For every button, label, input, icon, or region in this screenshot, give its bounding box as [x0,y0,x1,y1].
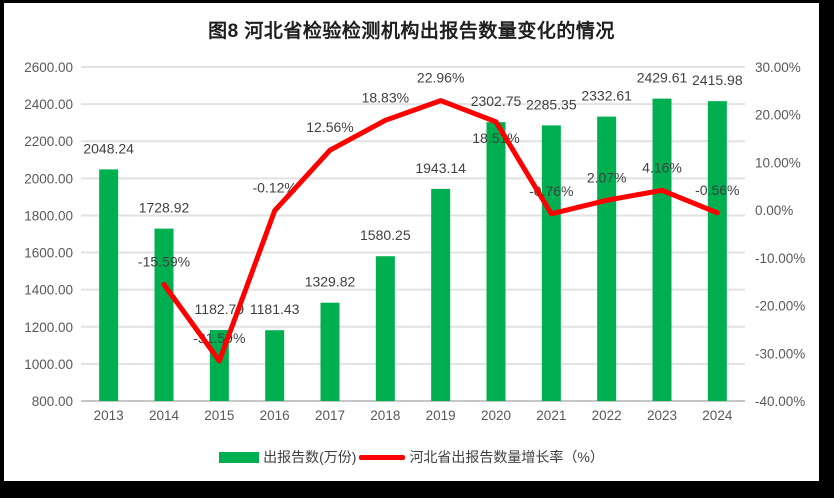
y-left-tick-label: 1400.00 [24,283,73,298]
bar-2019 [431,188,451,401]
bar-2018 [375,256,395,401]
growth-point-label: -0.56% [695,182,739,198]
bar-2013 [99,169,119,401]
y-left-tick-label: 1600.00 [24,246,73,261]
y-left-tick-label: 800.00 [32,394,73,409]
y-left-tick-label: 2000.00 [24,171,73,186]
y-right-tick-label: -20.00% [755,299,805,314]
bar-value-label: 1943.14 [415,160,466,176]
bar-legend-swatch [219,451,260,463]
bar-value-label: 1580.25 [360,227,411,243]
growth-point-label: 18.83% [362,89,409,105]
bar-2021 [541,125,561,401]
y-right-tick-label: -40.00% [755,394,805,409]
bar-legend-label: 出报告数(万份) [263,449,357,465]
y-left-tick-label: 1000.00 [24,357,73,372]
bar-value-label: 1182.79 [195,301,245,317]
growth-point-label: 22.96% [417,70,464,86]
x-tick-label: 2021 [536,408,566,423]
x-tick-label: 2014 [149,408,180,423]
chart-title: 图8 河北省检验检测机构出报告数量变化的情况 [208,21,615,42]
bar-value-label: 2048.24 [83,140,134,156]
growth-point-label: 18.51% [472,130,519,146]
y-left-tick-label: 2600.00 [24,60,73,75]
x-tick-label: 2018 [370,408,400,423]
y-right-tick-label: -10.00% [755,251,805,266]
legend-item-line: 河北省出报告数量增长率（%） [359,447,604,467]
x-tick-label: 2024 [702,408,733,423]
chart-canvas: 图8 河北省检验检测机构出报告数量变化的情况 800.00 1000.00 1200… [4,3,819,481]
chart-plot: 800.00 1000.00 1200.00 1400.00 1600.00 1800.0… [24,60,805,423]
bar-value-label: 1728.92 [139,200,190,216]
x-tick-label: 2023 [647,408,677,423]
growth-point-label: -15.59% [138,254,190,270]
x-tick-label: 2013 [94,408,124,423]
bar-2017 [320,302,340,401]
bar-value-label: 2302.75 [471,93,522,109]
x-tick-label: 2020 [481,408,511,423]
bar-2014 [154,228,174,401]
bar-2016 [265,330,285,401]
y-right-tick-label: 30.00% [755,60,801,75]
bar-value-label: 2285.35 [526,96,577,112]
bar-2023 [652,98,672,401]
x-tick-label: 2016 [260,408,290,423]
bar-2020 [486,122,506,402]
growth-point-label: 2.07% [587,169,627,185]
y-right-tick-label: 20.00% [755,108,801,123]
growth-point-label: 12.56% [306,119,353,135]
y-left-tick-label: 1800.00 [24,208,73,223]
bar-value-label: 1329.82 [305,274,356,290]
bar-value-label: 1181.43 [250,301,300,317]
legend-item-bars: 出报告数(万份) [219,447,356,467]
y-right-tick-label: -30.00% [755,346,805,361]
legend: 出报告数(万份) 河北省出报告数量增长率（%） [4,447,819,467]
line-legend-swatch [359,454,406,460]
growth-point-label: -0.12% [252,180,296,196]
bar-value-label: 2429.61 [637,70,688,86]
line-legend-label: 河北省出报告数量增长率（%） [409,449,604,465]
y-right-tick-label: 0.00% [755,203,793,218]
x-tick-label: 2017 [315,408,345,423]
growth-point-label: 4.16% [642,159,682,175]
y-left-tick-label: 2200.00 [24,134,73,149]
y-right-tick-label: 10.00% [755,155,801,170]
y-left-tick-label: 2400.00 [24,97,73,112]
growth-line [161,98,720,364]
bar-value-label: 2332.61 [581,88,632,104]
bar-value-label: 2415.98 [692,72,743,88]
x-tick-label: 2019 [426,408,456,423]
bar-2024 [707,101,727,401]
bar-2022 [597,116,617,402]
y-left-tick-label: 1200.00 [24,320,73,335]
x-tick-label: 2015 [204,408,234,423]
x-tick-label: 2022 [592,408,622,423]
